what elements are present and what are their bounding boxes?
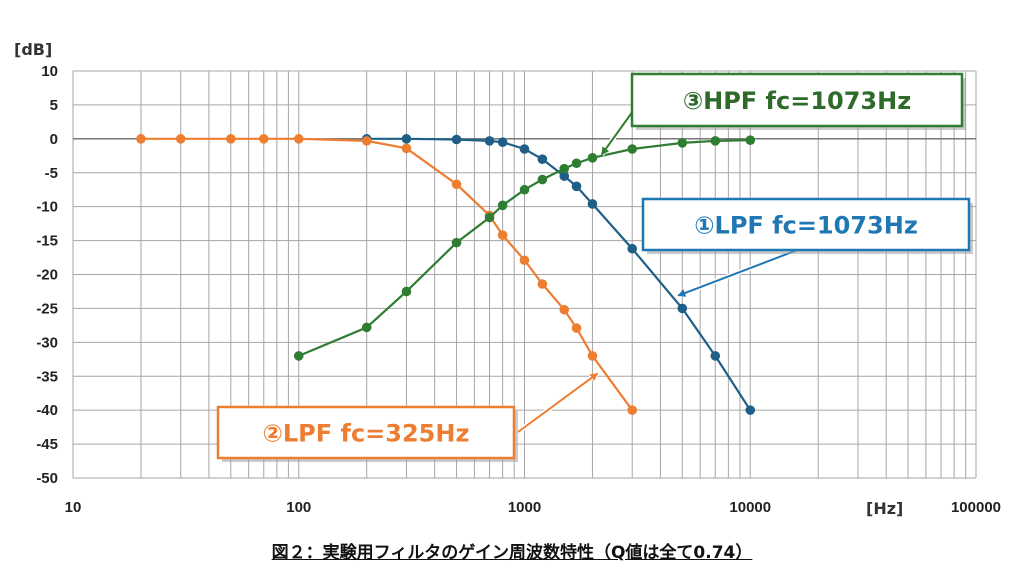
y-tick-label: -15 <box>36 233 58 250</box>
data-point <box>401 143 412 154</box>
callout-arrows <box>516 109 801 435</box>
callout-arrow <box>677 248 801 297</box>
data-point <box>497 137 508 148</box>
data-point <box>293 134 304 144</box>
data-point <box>537 174 548 185</box>
callout-label: ①LPF fc=1073Hz <box>694 212 918 240</box>
data-point <box>225 134 236 144</box>
x-tick-labels: 10 100 1000 10000 100000 <box>65 499 1001 516</box>
y-tick-label: 5 <box>50 97 58 114</box>
x-tick-label: 100 <box>286 499 311 516</box>
data-point <box>484 212 495 223</box>
data-point <box>587 199 598 209</box>
data-point <box>519 144 530 154</box>
data-point <box>537 154 548 164</box>
y-tick-label: 10 <box>41 63 58 80</box>
data-point <box>559 304 570 315</box>
data-point <box>361 136 372 146</box>
data-point <box>451 134 462 145</box>
data-point <box>587 351 598 361</box>
data-point <box>519 255 530 266</box>
series-1 <box>361 134 756 415</box>
data-point <box>627 243 638 254</box>
callout-box <box>630 72 964 128</box>
callout-arrow <box>600 110 634 156</box>
callout-2: ②LPF fc=325Hz <box>216 405 518 462</box>
data-point <box>451 237 462 248</box>
x-tick-label: 100000 <box>951 499 1001 516</box>
data-point <box>677 303 688 314</box>
data-point <box>537 279 548 289</box>
data-point <box>745 135 756 145</box>
y-tick-label: -20 <box>36 267 58 284</box>
data-point <box>710 136 721 146</box>
data-point <box>451 179 462 190</box>
data-point <box>571 158 582 169</box>
y-tick-label: 0 <box>50 131 58 148</box>
data-point <box>484 136 495 146</box>
x-tick-label: 1000 <box>508 499 541 516</box>
y-axis-label: [dB] <box>14 40 52 59</box>
data-point <box>587 153 598 163</box>
y-tick-label: -35 <box>36 368 58 385</box>
callout-arrow <box>517 372 599 433</box>
data-point <box>571 323 582 333</box>
data-point <box>258 134 269 144</box>
callout-box <box>216 405 516 460</box>
callout-1: ①LPF fc=1073Hz <box>641 197 973 254</box>
y-tick-label: -25 <box>36 300 58 317</box>
data-point <box>677 138 688 148</box>
data-point <box>627 144 638 154</box>
data-point <box>361 322 372 333</box>
data-point <box>559 171 570 181</box>
callout-label: ②LPF fc=325Hz <box>263 420 470 448</box>
series-2 <box>136 134 638 415</box>
y-tick-label: -5 <box>45 165 58 182</box>
callout-box <box>641 197 971 252</box>
series-line <box>140 137 634 411</box>
data-point <box>571 181 582 192</box>
series-3 <box>293 135 756 361</box>
data-point <box>497 200 508 211</box>
callout-label: ③HPF fc=1073Hz <box>683 87 911 115</box>
y-tick-label: -30 <box>36 334 58 351</box>
y-tick-label: -40 <box>36 402 58 419</box>
callout-3: ③HPF fc=1073Hz <box>630 72 966 130</box>
x-axis-label: [Hz] <box>866 499 903 518</box>
x-tick-label: 10000 <box>729 499 771 516</box>
y-tick-label: -50 <box>36 470 58 487</box>
figure-caption: 図２：実験用フィルタのゲイン周波数特性（Q値は全て0.74） <box>271 543 753 563</box>
data-point <box>293 351 304 361</box>
y-tick-label: -45 <box>36 436 58 453</box>
data-point <box>175 134 186 144</box>
data-point <box>401 286 412 297</box>
callouts: ①LPF fc=1073Hz ②LPF fc=325Hz ③HPF fc=1073H… <box>216 72 973 462</box>
data-point <box>710 351 721 361</box>
y-tick-label: -10 <box>36 199 58 216</box>
data-point <box>745 405 756 415</box>
series-line <box>366 137 752 411</box>
x-tick-label: 10 <box>65 499 82 516</box>
data-point <box>519 184 530 195</box>
series-group <box>136 134 756 415</box>
data-point <box>627 405 638 415</box>
data-point <box>401 134 412 144</box>
y-tick-labels: 10 5 0 -5 -10 -15 -20 -25 -30 -35 -40 -45 -50 <box>36 63 58 487</box>
data-point <box>136 134 146 144</box>
data-point <box>559 163 570 174</box>
data-point <box>497 230 508 240</box>
